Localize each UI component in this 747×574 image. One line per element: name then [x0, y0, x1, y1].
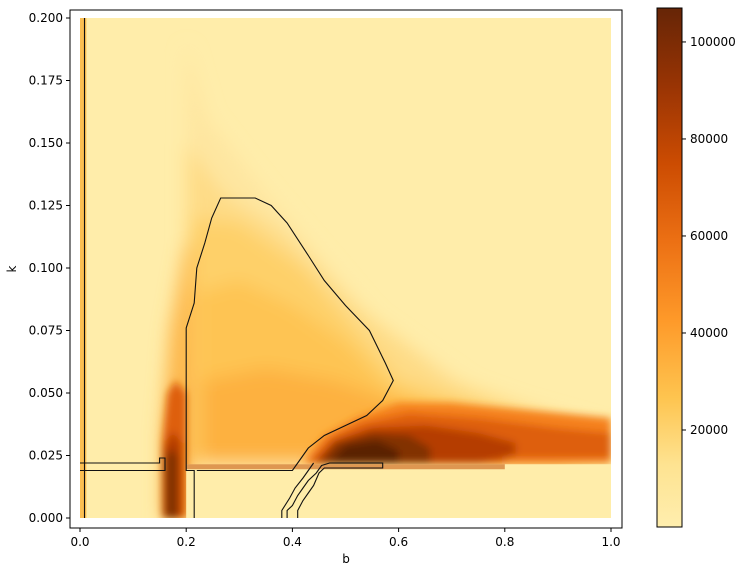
contour-lines — [80, 18, 394, 518]
y-tick-label: 0.100 — [29, 261, 63, 275]
x-tick-label: 0.4 — [283, 535, 302, 549]
y-tick-label: 0.150 — [29, 136, 63, 150]
heat-sharp-layer — [162, 380, 611, 518]
contour-line — [185, 197, 394, 518]
x-tick-label: 1.0 — [601, 535, 620, 549]
heatmap-area — [80, 18, 611, 518]
heat-region — [165, 448, 179, 518]
contour-line — [80, 457, 166, 472]
y-tick-label: 0.000 — [29, 511, 63, 525]
x-axis-label: b — [342, 552, 350, 566]
colorbar-tick-label: 60000 — [690, 229, 728, 243]
plot-frame — [69, 9, 623, 529]
colorbar-tick-label: 40000 — [690, 326, 728, 340]
y-tick-label: 0.200 — [29, 11, 63, 25]
x-tick-label: 0.0 — [70, 535, 89, 549]
x-tick-label: 0.8 — [495, 535, 514, 549]
x-tick-label: 0.6 — [389, 535, 408, 549]
colorbar-tick-label: 100000 — [690, 35, 736, 49]
y-axis: 0.000 0.025 0.050 0.075 0.100 0.125 0.150 0.175… — [29, 11, 70, 525]
y-axis-label: k — [5, 265, 19, 272]
y-tick-label: 0.050 — [29, 386, 63, 400]
contour-line — [286, 462, 384, 518]
x-tick-label: 0.2 — [177, 535, 196, 549]
colorbar-gradient — [656, 7, 683, 528]
x-axis: 0.0 0.2 0.4 0.6 0.8 1.0 — [70, 528, 621, 549]
colorbar-ticks: 20000 40000 60000 80000 100000 — [682, 35, 736, 437]
colorbar-tick-label: 80000 — [690, 132, 728, 146]
contour-line — [281, 462, 315, 518]
y-tick-label: 0.175 — [29, 74, 63, 88]
y-tick-label: 0.025 — [29, 449, 63, 463]
heat-left-strip — [80, 18, 87, 518]
colorbar-tick-label: 20000 — [690, 423, 728, 437]
y-tick-label: 0.125 — [29, 199, 63, 213]
colorbar: 20000 40000 60000 80000 100000 — [656, 7, 736, 528]
heat-bottom-band — [186, 464, 611, 518]
heat-region — [329, 440, 399, 463]
heat-edge-band — [186, 464, 505, 470]
y-tick-label: 0.075 — [29, 324, 63, 338]
